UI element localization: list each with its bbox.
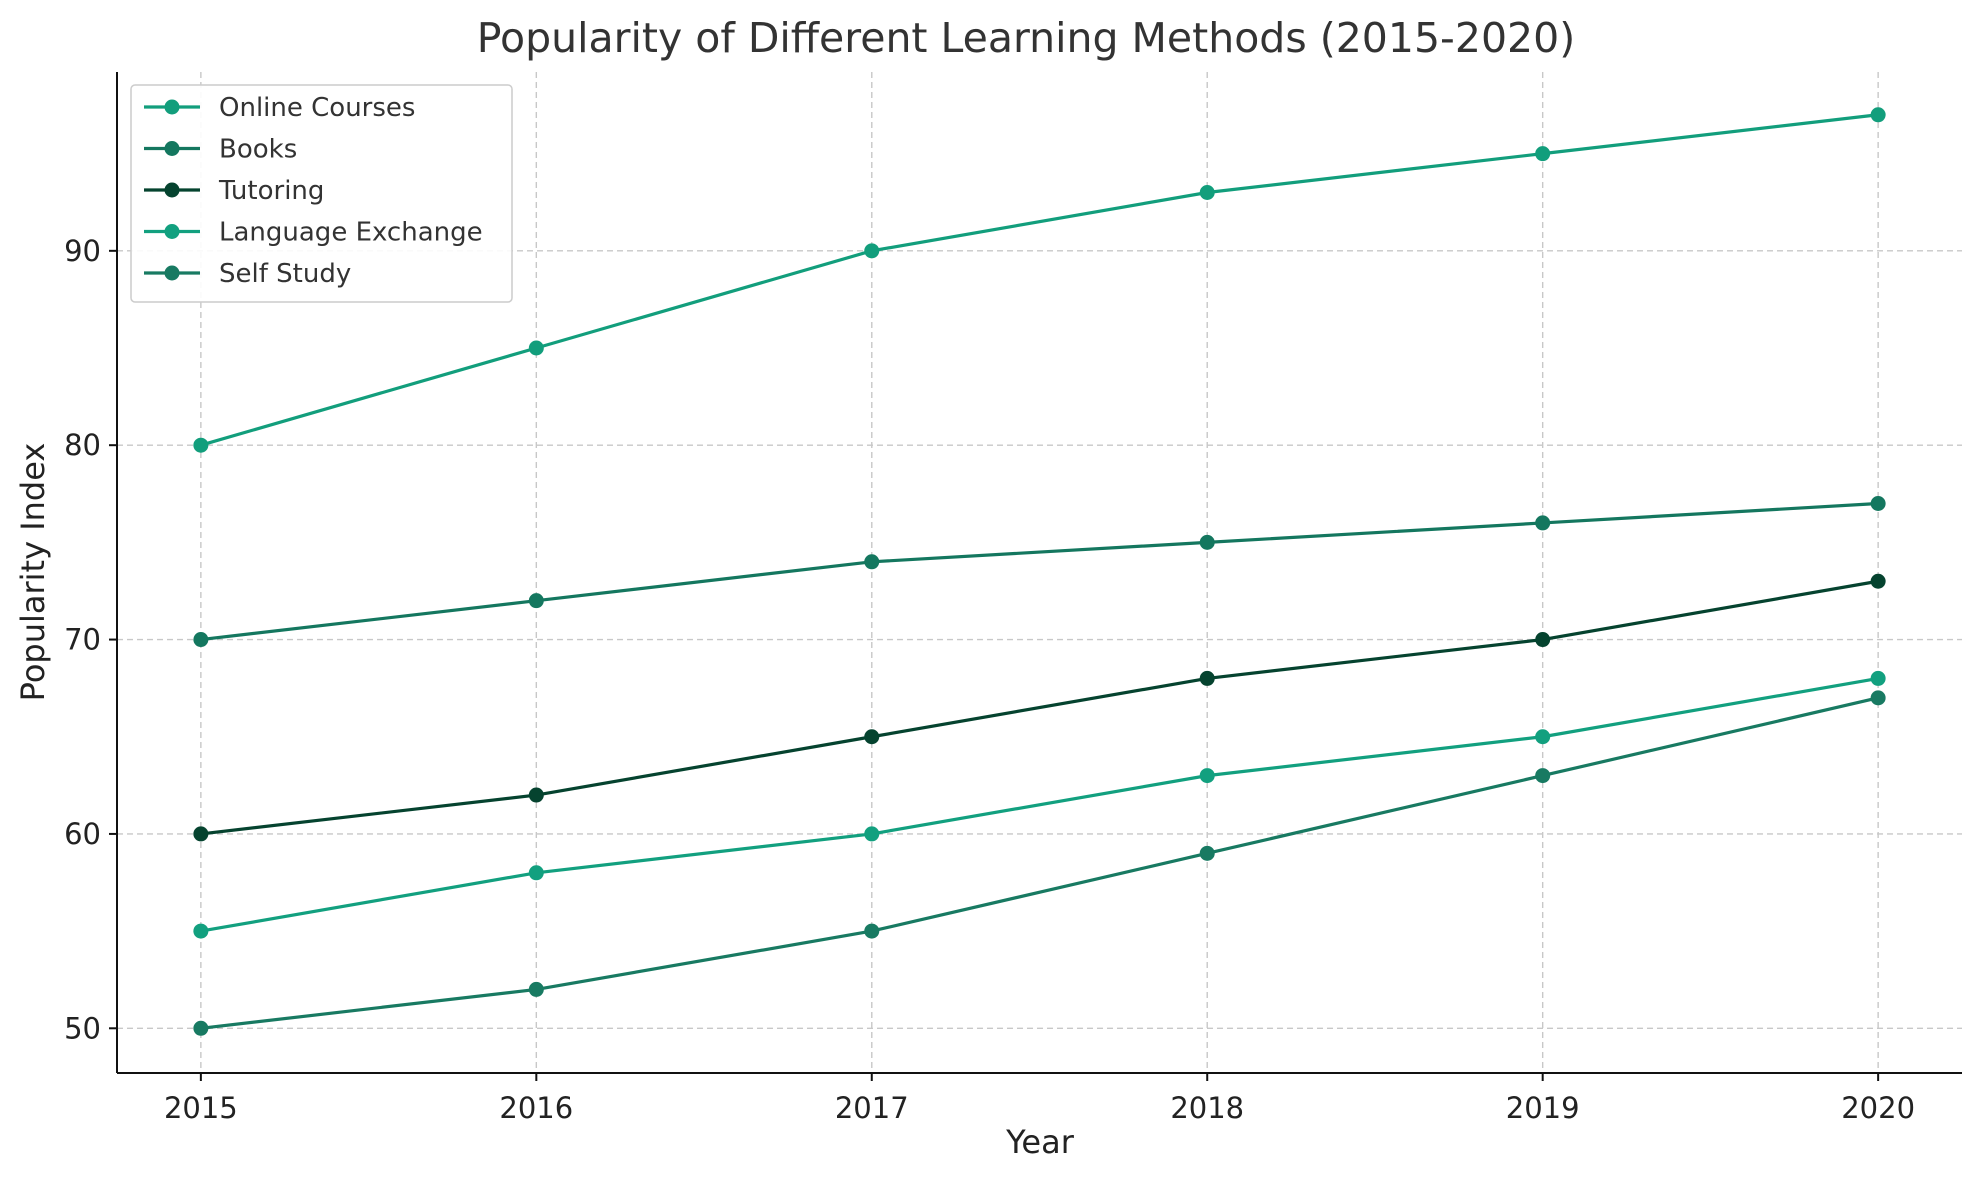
grid-lines xyxy=(117,72,1962,1073)
data-point xyxy=(1870,573,1886,589)
data-point xyxy=(864,826,880,842)
data-point xyxy=(528,865,544,881)
series-language-exchange xyxy=(193,670,1886,939)
legend-marker xyxy=(164,99,180,115)
y-tick-label: 70 xyxy=(64,623,101,657)
data-point xyxy=(1870,107,1886,123)
data-point xyxy=(1535,632,1551,648)
x-tick-label: 2016 xyxy=(499,1091,573,1125)
data-point xyxy=(1870,670,1886,686)
x-tick-label: 2017 xyxy=(835,1091,909,1125)
legend-entry: Books xyxy=(144,135,297,165)
series-line xyxy=(200,696,1879,1030)
data-point xyxy=(528,787,544,803)
series-books xyxy=(193,495,1886,648)
data-point xyxy=(1199,768,1215,784)
series-self-study xyxy=(193,690,1886,1036)
data-point xyxy=(1870,690,1886,706)
axis-ticks: 2015 2016 2017 2018 2019 2020 50 60 70 80 90 xyxy=(64,234,1915,1125)
legend-marker xyxy=(164,182,180,198)
data-point xyxy=(864,729,880,745)
x-axis-label: Year xyxy=(1005,1123,1075,1161)
y-tick-label: 90 xyxy=(64,234,101,268)
legend-label: Language Exchange xyxy=(219,218,483,248)
x-tick-label: 2019 xyxy=(1506,1091,1580,1125)
legend-label: Self Study xyxy=(219,259,351,289)
series-tutoring xyxy=(193,573,1886,842)
legend-label: Books xyxy=(219,135,297,165)
legend-entry: Online Courses xyxy=(144,93,415,123)
legend-label: Online Courses xyxy=(219,93,415,123)
x-tick-label: 2018 xyxy=(1170,1091,1244,1125)
data-point xyxy=(193,1020,209,1036)
data-point xyxy=(1870,495,1886,511)
data-point xyxy=(864,554,880,570)
y-axis-label: Popularity Index xyxy=(14,443,52,702)
y-tick-label: 50 xyxy=(64,1011,101,1045)
legend: Online Courses Books Tutoring Language Exch… xyxy=(130,84,513,303)
data-point xyxy=(528,593,544,609)
data-point xyxy=(864,923,880,939)
series-lines xyxy=(193,107,1886,1036)
data-point xyxy=(1199,534,1215,550)
legend-box xyxy=(130,84,513,303)
legend-marker xyxy=(164,224,180,239)
data-point xyxy=(193,923,209,939)
chart-title: Popularity of Different Learning Methods… xyxy=(477,14,1575,62)
x-tick-label: 2020 xyxy=(1841,1091,1915,1125)
legend-entry: Language Exchange xyxy=(144,218,483,248)
series-line xyxy=(200,501,1879,642)
data-point xyxy=(1535,729,1551,745)
data-point xyxy=(193,437,209,453)
y-tick-label: 80 xyxy=(64,428,101,462)
data-point xyxy=(1535,146,1551,162)
data-point xyxy=(864,243,880,259)
data-point xyxy=(1199,845,1215,861)
data-point xyxy=(528,340,544,356)
data-point xyxy=(193,632,209,648)
legend-marker xyxy=(164,265,180,281)
series-online-courses xyxy=(193,107,1886,453)
y-tick-label: 60 xyxy=(64,817,101,851)
legend-marker xyxy=(164,141,180,156)
data-point xyxy=(1199,670,1215,686)
data-point xyxy=(1535,515,1551,531)
series-line xyxy=(200,113,1879,447)
axes xyxy=(116,72,1962,1074)
series-line xyxy=(200,676,1879,933)
legend-label: Tutoring xyxy=(218,176,324,206)
data-point xyxy=(193,826,209,842)
data-point xyxy=(1199,185,1215,201)
legend-entry: Tutoring xyxy=(144,176,324,206)
data-point xyxy=(528,981,544,997)
data-point xyxy=(1535,768,1551,784)
legend-entry: Self Study xyxy=(144,259,351,289)
series-line xyxy=(200,579,1879,836)
x-tick-label: 2015 xyxy=(164,1091,238,1125)
